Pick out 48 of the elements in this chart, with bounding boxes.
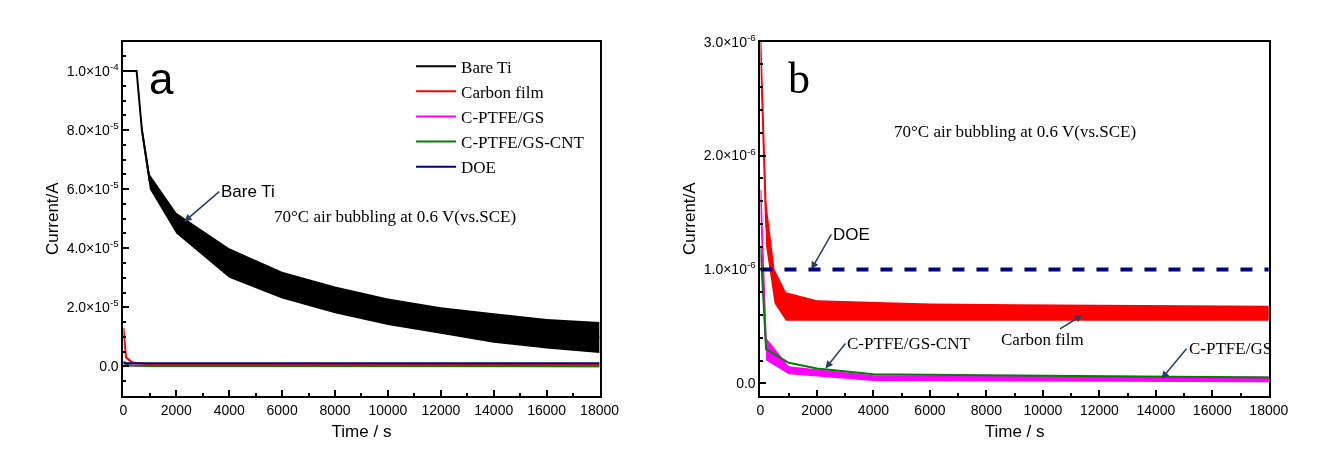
y-tick-label: 2.0×10$^{-5}$ bbox=[66, 297, 120, 316]
legend-label: C-PTFE/GS-CNT bbox=[461, 133, 585, 153]
x-tick-label: 10000 bbox=[1023, 401, 1063, 418]
y-tick-label: 6.0×10$^{-5}$ bbox=[66, 179, 120, 198]
x-tick-label: 10000 bbox=[368, 401, 408, 418]
x-tick-label: 8000 bbox=[970, 401, 1003, 418]
y-tick-label: 8.0×10$^{-5}$ bbox=[66, 120, 120, 139]
x-tick-label: 18000 bbox=[1249, 401, 1289, 418]
x-tick-label: 2000 bbox=[801, 401, 833, 418]
x-tick-label: 2000 bbox=[160, 401, 193, 418]
x-tick-label: 6000 bbox=[266, 401, 298, 418]
y-tick-label: 1.0×10$^{-6}$ bbox=[703, 259, 757, 278]
legend-label: Carbon film bbox=[461, 82, 544, 102]
x-tick-label: 8000 bbox=[319, 401, 351, 418]
x-axis-title: Time / s bbox=[331, 421, 392, 441]
x-tick-label: 12000 bbox=[421, 401, 461, 418]
y-tick-label: 3.0×10$^{-6}$ bbox=[703, 31, 757, 50]
legend-label: DOE bbox=[461, 158, 497, 178]
y-tick-label: 2.0×10$^{-6}$ bbox=[703, 145, 757, 164]
x-tick-label: 4000 bbox=[213, 401, 245, 418]
x-tick-label: 4000 bbox=[857, 401, 890, 418]
y-axis-title: Current/A bbox=[42, 181, 62, 256]
y-tick-label: 0.0 bbox=[736, 375, 756, 392]
y-tick-label: 4.0×10$^{-5}$ bbox=[66, 238, 120, 257]
y-tick-label: 0.0 bbox=[99, 358, 119, 375]
y-tick-label: 1.0×10$^{-4}$ bbox=[66, 61, 120, 80]
annotation: C-PTFE/GS bbox=[1189, 339, 1273, 358]
y-axis-title: Current/A bbox=[679, 181, 699, 256]
annotation: C-PTFE/GS-CNT bbox=[847, 334, 971, 353]
x-tick-label: 14000 bbox=[1136, 401, 1176, 418]
legend-label: C-PTFE/GS bbox=[461, 108, 545, 128]
x-tick-label: 16000 bbox=[527, 401, 567, 418]
x-tick-label: 18000 bbox=[580, 401, 620, 418]
x-tick-label: 0 bbox=[756, 401, 765, 418]
annotation: 70°C air bubbling at 0.6 V(vs.SCE) bbox=[894, 122, 1137, 141]
annotation: DOE bbox=[833, 225, 870, 244]
annotation: a bbox=[149, 54, 174, 103]
x-axis-title: Time / s bbox=[984, 421, 1045, 441]
annotation: Bare Ti bbox=[221, 182, 275, 201]
x-tick-label: 6000 bbox=[914, 401, 946, 418]
x-tick-label: 14000 bbox=[474, 401, 514, 418]
x-tick-label: 0 bbox=[119, 401, 128, 418]
x-tick-label: 12000 bbox=[1079, 401, 1120, 418]
legend-label: Bare Ti bbox=[461, 57, 512, 77]
annotation: b bbox=[788, 54, 810, 103]
annotation: Carbon film bbox=[1001, 330, 1084, 349]
x-tick-label: 16000 bbox=[1192, 401, 1233, 418]
annotation: 70°C air bubbling at 0.6 V(vs.SCE) bbox=[274, 207, 517, 226]
